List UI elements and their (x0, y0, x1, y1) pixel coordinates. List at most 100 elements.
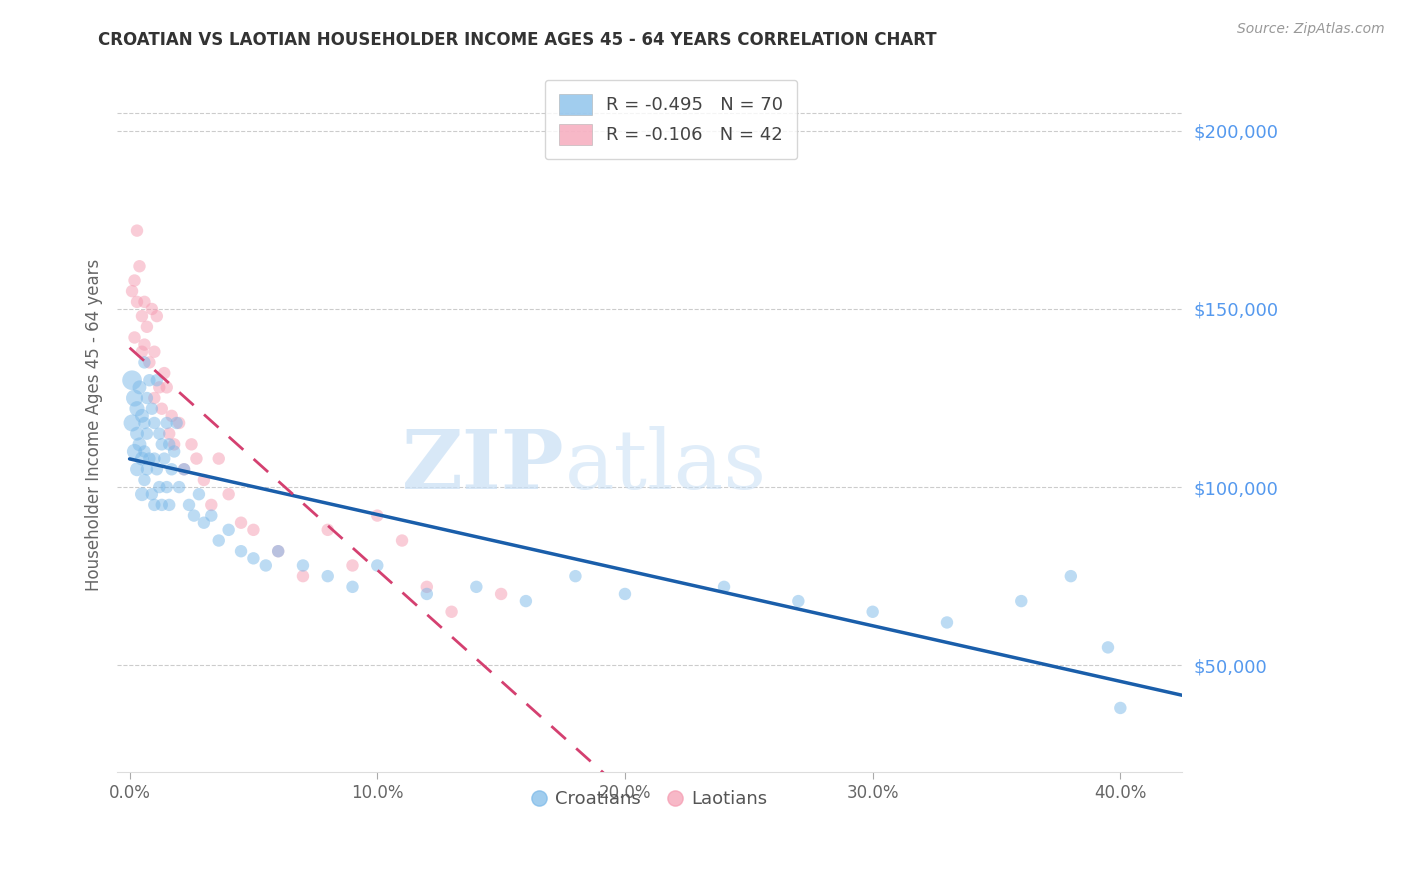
Point (156, 480, 179, 494)
Point (124, 330, 146, 344)
Point (143, 451, 166, 466)
Point (208, 533, 231, 548)
Point (143, 344, 166, 359)
Point (193, 516, 215, 530)
Text: Source: ZipAtlas.com: Source: ZipAtlas.com (1237, 22, 1385, 37)
Point (1060, 569, 1083, 583)
Point (128, 437, 150, 451)
Point (156, 380, 179, 394)
Point (1097, 640, 1119, 655)
Point (218, 523, 240, 537)
Point (391, 533, 413, 548)
Text: CROATIAN VS LAOTIAN HOUSEHOLDER INCOME AGES 45 - 64 YEARS CORRELATION CHART: CROATIAN VS LAOTIAN HOUSEHOLDER INCOME A… (98, 31, 936, 49)
Point (124, 444, 146, 458)
Point (218, 487, 240, 501)
Point (134, 337, 156, 351)
Point (187, 487, 209, 501)
Point (183, 508, 205, 523)
Point (150, 401, 173, 416)
Point (515, 594, 537, 608)
Point (416, 587, 439, 601)
Point (229, 516, 252, 530)
Point (787, 594, 810, 608)
Point (124, 391, 146, 405)
Point (193, 473, 215, 487)
Point (141, 401, 163, 416)
Point (141, 487, 163, 501)
Point (148, 480, 170, 494)
Point (173, 462, 195, 476)
Point (267, 544, 290, 558)
Point (125, 224, 148, 238)
Point (163, 437, 186, 451)
Point (128, 259, 150, 273)
Point (128, 380, 150, 394)
Point (1109, 701, 1132, 715)
Point (135, 462, 157, 476)
Point (141, 301, 163, 316)
Point (160, 409, 183, 423)
Point (342, 580, 364, 594)
Point (613, 587, 636, 601)
Point (146, 373, 169, 387)
Point (200, 498, 222, 512)
Point (416, 580, 439, 594)
Point (150, 498, 173, 512)
Point (134, 416, 156, 430)
Point (134, 355, 156, 369)
Point (138, 355, 160, 369)
Point (153, 366, 176, 380)
Point (135, 426, 157, 441)
Point (173, 462, 195, 476)
Point (131, 451, 153, 466)
Point (160, 462, 183, 476)
Point (143, 498, 166, 512)
Point (156, 416, 179, 430)
Point (146, 309, 169, 323)
Point (163, 444, 186, 458)
Text: ZIP: ZIP (402, 426, 565, 507)
Point (143, 416, 166, 430)
Point (564, 569, 586, 583)
Point (121, 416, 143, 430)
Point (291, 558, 314, 573)
Point (138, 451, 160, 466)
Point (125, 401, 148, 416)
Point (153, 451, 176, 466)
Point (342, 558, 364, 573)
Point (1010, 594, 1032, 608)
Text: atlas: atlas (565, 426, 766, 507)
Point (157, 426, 180, 441)
Point (135, 391, 157, 405)
Point (862, 605, 884, 619)
Y-axis label: Householder Income Ages 45 - 64 years: Householder Income Ages 45 - 64 years (86, 259, 103, 591)
Point (167, 416, 190, 430)
Point (489, 587, 512, 601)
Point (131, 309, 153, 323)
Point (157, 498, 180, 512)
Point (134, 294, 156, 309)
Point (124, 273, 146, 287)
Point (440, 605, 463, 619)
Legend: Croatians, Laotians: Croatians, Laotians (524, 782, 775, 815)
Point (200, 508, 222, 523)
Point (242, 551, 264, 566)
Point (229, 544, 252, 558)
Point (131, 487, 153, 501)
Point (125, 294, 148, 309)
Point (134, 444, 156, 458)
Point (125, 426, 148, 441)
Point (157, 437, 180, 451)
Point (135, 319, 157, 334)
Point (713, 580, 735, 594)
Point (134, 473, 156, 487)
Point (242, 523, 264, 537)
Point (465, 580, 488, 594)
Point (267, 544, 290, 558)
Point (316, 569, 339, 583)
Point (366, 508, 388, 523)
Point (125, 462, 148, 476)
Point (180, 437, 202, 451)
Point (166, 416, 188, 430)
Point (138, 373, 160, 387)
